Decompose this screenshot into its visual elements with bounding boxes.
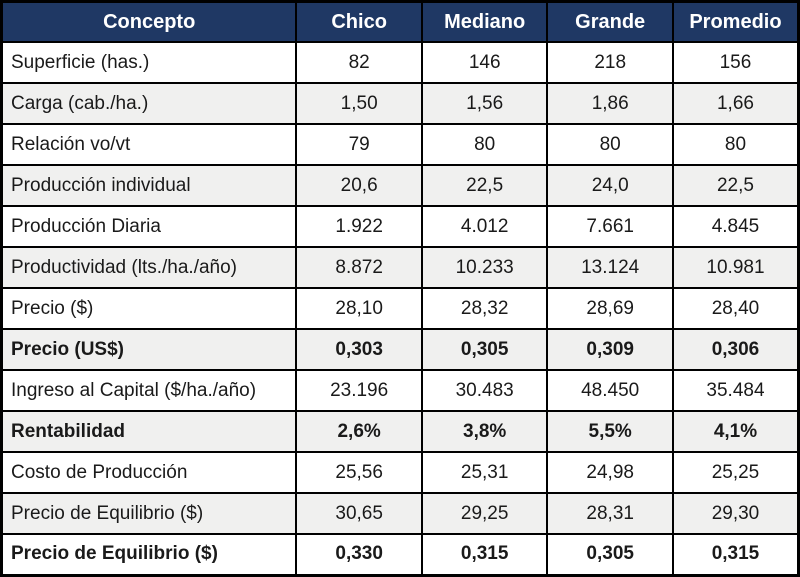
cell-value: 48.450 bbox=[546, 369, 674, 412]
cell-value: 156 bbox=[671, 41, 800, 84]
row-label: Producción individual bbox=[0, 164, 298, 207]
cell-value: 28,40 bbox=[671, 287, 800, 330]
cell-value: 2,6% bbox=[295, 410, 423, 453]
table-row-precio-usd: Precio (US$) 0,303 0,305 0,309 0,306 bbox=[0, 328, 800, 371]
cell-value: 0,305 bbox=[420, 328, 549, 371]
table-row: Producción individual 20,6 22,5 24,0 22,… bbox=[0, 164, 800, 207]
cell-value: 0,309 bbox=[546, 328, 674, 371]
cell-value: 82 bbox=[295, 41, 423, 84]
column-header-grande: Grande bbox=[546, 0, 674, 43]
row-label: Productividad (lts./ha./año) bbox=[0, 246, 298, 289]
cell-value: 28,69 bbox=[546, 287, 674, 330]
cell-value: 1,66 bbox=[671, 82, 800, 125]
table-row: Carga (cab./ha.) 1,50 1,56 1,86 1,66 bbox=[0, 82, 800, 125]
cell-value: 0,315 bbox=[420, 533, 549, 576]
column-header-concepto: Concepto bbox=[0, 0, 298, 43]
cell-value: 0,315 bbox=[671, 533, 800, 576]
cell-value: 7.661 bbox=[546, 205, 674, 248]
cell-value: 13.124 bbox=[546, 246, 674, 289]
cell-value: 8.872 bbox=[295, 246, 423, 289]
table-row-rentabilidad: Rentabilidad 2,6% 3,8% 5,5% 4,1% bbox=[0, 410, 800, 453]
cell-value: 0,303 bbox=[295, 328, 423, 371]
cell-value: 22,5 bbox=[420, 164, 549, 207]
cell-value: 22,5 bbox=[671, 164, 800, 207]
column-header-promedio: Promedio bbox=[671, 0, 800, 43]
row-label: Producción Diaria bbox=[0, 205, 298, 248]
row-label: Superficie (has.) bbox=[0, 41, 298, 84]
table-row-precio-equilibrio-usd: Precio de Equilibrio ($) 0,330 0,315 0,3… bbox=[0, 533, 800, 576]
cell-value: 1.922 bbox=[295, 205, 423, 248]
cell-value: 24,0 bbox=[546, 164, 674, 207]
cell-value: 10.233 bbox=[420, 246, 549, 289]
table-row: Precio de Equilibrio ($) 30,65 29,25 28,… bbox=[0, 492, 800, 535]
cell-value: 1,50 bbox=[295, 82, 423, 125]
cell-value: 25,56 bbox=[295, 451, 423, 494]
table-row: Productividad (lts./ha./año) 8.872 10.23… bbox=[0, 246, 800, 289]
cell-value: 4.012 bbox=[420, 205, 549, 248]
cell-value: 28,10 bbox=[295, 287, 423, 330]
table-row: Costo de Producción 25,56 25,31 24,98 25… bbox=[0, 451, 800, 494]
column-header-mediano: Mediano bbox=[420, 0, 549, 43]
cell-value: 28,32 bbox=[420, 287, 549, 330]
row-label: Precio ($) bbox=[0, 287, 298, 330]
table-header-row: Concepto Chico Mediano Grande Promedio bbox=[0, 0, 800, 43]
cell-value: 10.981 bbox=[671, 246, 800, 289]
table-row: Precio ($) 28,10 28,32 28,69 28,40 bbox=[0, 287, 800, 330]
row-label: Precio (US$) bbox=[0, 328, 298, 371]
cell-value: 30,65 bbox=[295, 492, 423, 535]
column-header-chico: Chico bbox=[295, 0, 423, 43]
cell-value: 80 bbox=[420, 123, 549, 166]
table-row: Superficie (has.) 82 146 218 156 bbox=[0, 41, 800, 84]
cell-value: 4,1% bbox=[671, 410, 800, 453]
cell-value: 4.845 bbox=[671, 205, 800, 248]
row-label: Precio de Equilibrio ($) bbox=[0, 492, 298, 535]
row-label: Carga (cab./ha.) bbox=[0, 82, 298, 125]
cell-value: 1,86 bbox=[546, 82, 674, 125]
cell-value: 0,306 bbox=[671, 328, 800, 371]
row-label: Rentabilidad bbox=[0, 410, 298, 453]
cell-value: 35.484 bbox=[671, 369, 800, 412]
cell-value: 5,5% bbox=[546, 410, 674, 453]
cell-value: 0,305 bbox=[546, 533, 674, 576]
cell-value: 80 bbox=[671, 123, 800, 166]
table-row: Relación vo/vt 79 80 80 80 bbox=[0, 123, 800, 166]
cell-value: 23.196 bbox=[295, 369, 423, 412]
cell-value: 1,56 bbox=[420, 82, 549, 125]
row-label: Relación vo/vt bbox=[0, 123, 298, 166]
cell-value: 0,330 bbox=[295, 533, 423, 576]
cell-value: 25,25 bbox=[671, 451, 800, 494]
cell-value: 30.483 bbox=[420, 369, 549, 412]
cell-value: 28,31 bbox=[546, 492, 674, 535]
cell-value: 3,8% bbox=[420, 410, 549, 453]
cell-value: 218 bbox=[546, 41, 674, 84]
cell-value: 29,25 bbox=[420, 492, 549, 535]
cell-value: 24,98 bbox=[546, 451, 674, 494]
cell-value: 25,31 bbox=[420, 451, 549, 494]
cell-value: 79 bbox=[295, 123, 423, 166]
row-label: Costo de Producción bbox=[0, 451, 298, 494]
cell-value: 80 bbox=[546, 123, 674, 166]
table-row: Ingreso al Capital ($/ha./año) 23.196 30… bbox=[0, 369, 800, 412]
row-label: Ingreso al Capital ($/ha./año) bbox=[0, 369, 298, 412]
cell-value: 29,30 bbox=[671, 492, 800, 535]
cell-value: 146 bbox=[420, 41, 549, 84]
table-row: Producción Diaria 1.922 4.012 7.661 4.84… bbox=[0, 205, 800, 248]
cell-value: 20,6 bbox=[295, 164, 423, 207]
row-label: Precio de Equilibrio ($) bbox=[0, 533, 298, 576]
